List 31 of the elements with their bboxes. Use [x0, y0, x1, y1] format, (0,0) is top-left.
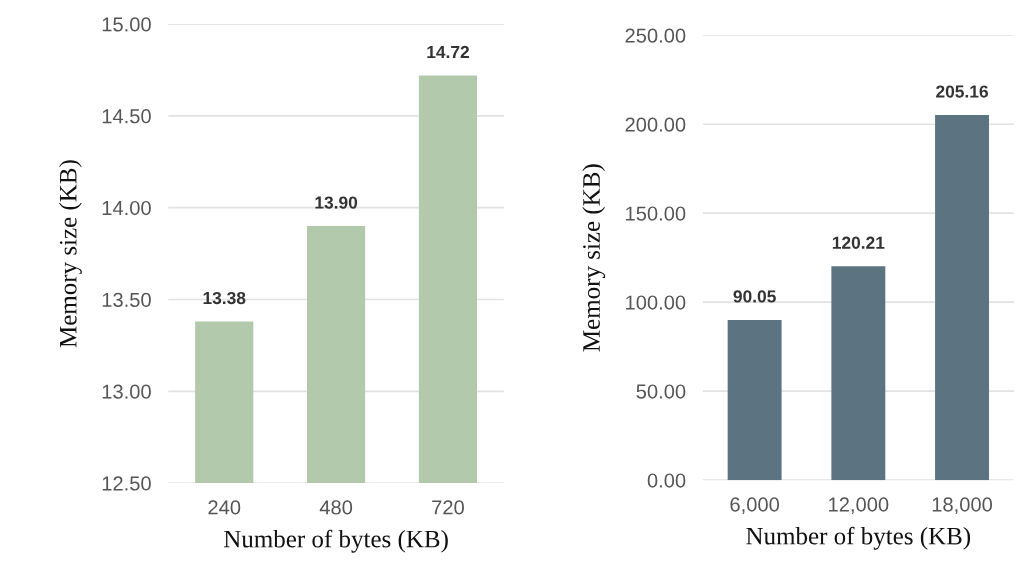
y-tick-label: 13.50: [102, 292, 151, 307]
y-tick-label: 250.00: [625, 28, 686, 43]
data-label: 205.16: [936, 85, 988, 98]
x-tick-label: 12,000: [829, 497, 889, 514]
y-tick-label: 50.00: [636, 384, 686, 399]
bar: [935, 115, 989, 481]
y-tick-label: 13.00: [102, 384, 151, 399]
bar: [831, 266, 886, 481]
y-tick-label: 100.00: [626, 295, 686, 310]
y-tick-label: 14.00: [102, 200, 151, 216]
y-tick-label: 150.00: [626, 206, 686, 221]
x-tick-label: 18,000: [932, 497, 993, 514]
data-label: 13.90: [315, 196, 358, 209]
x-tick-label: 6,000: [730, 497, 780, 514]
y-tick-label: 200.00: [625, 117, 686, 132]
y-tick-label: 15.00: [102, 17, 151, 32]
x-axis-title: Number of bytes (KB): [746, 526, 971, 550]
y-axis-title: Memory size (KB): [59, 160, 82, 348]
y-tick-label: 0.00: [647, 473, 686, 488]
data-label: 120.21: [832, 236, 885, 249]
data-label: 14.72: [427, 45, 469, 58]
data-label: 13.38: [203, 291, 246, 305]
bar: [727, 319, 782, 481]
x-tick-label: 720: [432, 500, 464, 515]
x-tick-label: 240: [208, 500, 241, 515]
data-label: 90.05: [733, 290, 776, 303]
y-axis-title: Memory size (KB): [582, 164, 606, 352]
x-tick-label: 480: [319, 500, 353, 515]
y-tick-label: 12.50: [102, 476, 151, 491]
x-axis-title: Number of bytes (KB): [223, 529, 448, 553]
y-tick-label: 14.50: [102, 109, 151, 124]
